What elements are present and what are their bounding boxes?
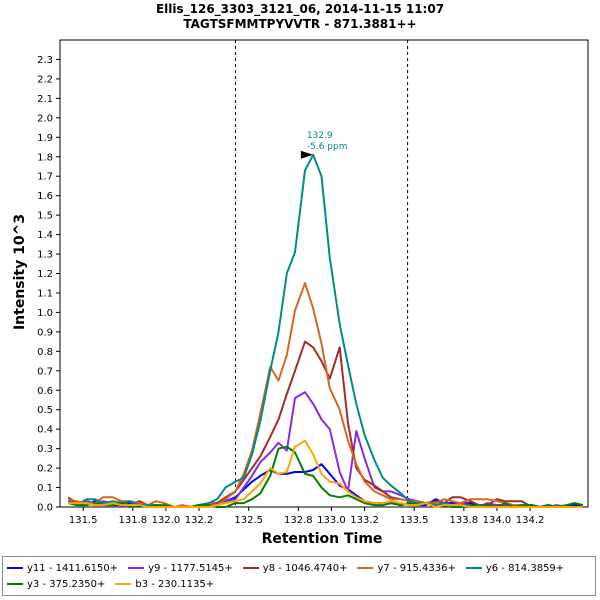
x-tick-label: 132.8	[284, 515, 313, 526]
y-tick-label: 1.9	[37, 133, 53, 144]
legend-swatch	[115, 583, 132, 585]
peak-ppm-label: -5.6 ppm	[307, 142, 348, 152]
y-tick-label: 2.3	[37, 55, 53, 66]
series-line-b3	[68, 439, 583, 508]
x-tick-label: 132.5	[234, 515, 263, 526]
y-tick-label: 0.1	[37, 483, 53, 494]
y-axis-label: Intensity 10^3	[12, 214, 28, 330]
legend-label: y7 - 915.4336+	[377, 562, 456, 574]
plot-frame	[59, 39, 589, 508]
legend-item: y9 - 1177.5145+	[128, 560, 233, 576]
legend-label: y3 - 375.2350+	[27, 578, 106, 590]
legend-item: y3 - 375.2350+	[7, 576, 105, 592]
legend: y11 - 1411.6150+ y9 - 1177.5145+ y8 - 1046…	[2, 556, 596, 596]
x-tick-label: 132.0	[152, 515, 181, 526]
x-tick-label: 133.0	[317, 515, 346, 526]
peak-marker-icon	[300, 150, 313, 159]
legend-swatch	[128, 567, 145, 569]
y-tick-label: 0.0	[37, 503, 53, 514]
y-tick-label: 1.3	[37, 250, 53, 261]
legend-swatch	[7, 583, 23, 585]
legend-item: y8 - 1046.4740+	[242, 560, 348, 576]
x-tick-label: 133.5	[400, 515, 429, 526]
legend-item: y6 - 814.3859+	[465, 560, 565, 576]
legend-label: y9 - 1177.5145+	[148, 562, 233, 574]
y-tick-label: 0.3	[37, 444, 53, 455]
plot-area: 0.0 0.1 0.2 0.3 0.4 0.5 0.6 0.7 0.8 0.9 1.0 1.1 1.2 1…	[37, 39, 589, 526]
chromatogram-chart: Ellis_126_3303_3121_06, 2014-11-15 11:07…	[12, 2, 589, 547]
x-tick-label: 133.8	[450, 515, 479, 526]
legend-swatch	[357, 567, 374, 569]
y-tick-label: 1.0	[37, 308, 53, 319]
y-tick-label: 0.9	[37, 327, 53, 338]
legend-label: y8 - 1046.4740+	[262, 562, 348, 574]
legend-item: y11 - 1411.6150+	[7, 560, 118, 576]
y-tick-label: 1.2	[37, 269, 53, 280]
y-tick-label: 1.8	[37, 152, 53, 163]
legend-swatch	[465, 567, 482, 569]
y-tick-label: 1.5	[37, 211, 53, 222]
x-tick-label: 131.8	[119, 515, 148, 526]
x-tick-label: 131.5	[69, 515, 98, 526]
y-tick-label: 0.2	[37, 464, 53, 475]
legend-label: b3 - 230.1135+	[135, 578, 215, 590]
y-tick-label: 2.2	[37, 74, 53, 85]
y-tick-label: 0.6	[37, 386, 53, 397]
y-tick-label: 0.7	[37, 366, 53, 377]
x-tick-label: 132.2	[185, 515, 214, 526]
y-tick-label: 0.8	[37, 347, 53, 358]
chart-title: Ellis_126_3303_3121_06, 2014-11-15 11:07	[156, 2, 444, 17]
chart-subtitle: TAGTSFMMTPYVVTR - 871.3881++	[183, 17, 416, 31]
legend-swatch	[242, 567, 259, 569]
y-tick-label: 1.7	[37, 172, 53, 183]
y-tick-label: 2.0	[37, 113, 53, 124]
legend-label: y6 - 814.3859+	[485, 562, 565, 574]
y-tick-label: 1.4	[37, 230, 53, 241]
series-line-y7	[68, 282, 583, 508]
y-tick-label: 1.6	[37, 191, 53, 202]
y-tick-label: 0.5	[37, 405, 53, 416]
y-tick-label: 0.4	[37, 425, 53, 436]
legend-item: b3 - 230.1135+	[115, 576, 214, 592]
peak-rt-label: 132.9	[307, 131, 333, 141]
legend-label: y11 - 1411.6150+	[27, 562, 119, 574]
legend-swatch	[7, 567, 23, 569]
x-tick-label: 134.0	[483, 515, 512, 526]
x-tick-label: 133.2	[350, 515, 379, 526]
legend-item: y7 - 915.4336+	[357, 560, 456, 576]
x-tick-label: 134.2	[516, 515, 545, 526]
y-tick-label: 2.1	[37, 94, 53, 105]
y-tick-label: 1.1	[37, 288, 53, 299]
x-axis-label: Retention Time	[262, 531, 383, 547]
